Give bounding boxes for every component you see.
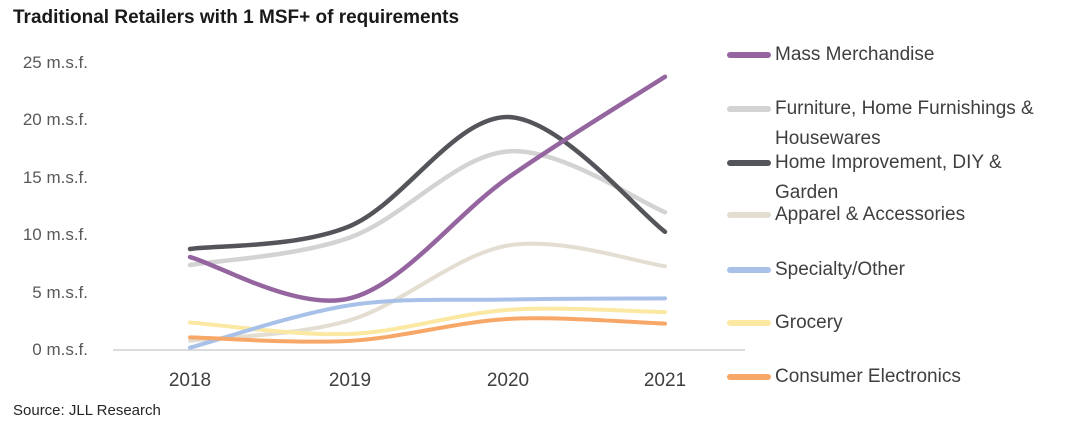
legend-item-label: Home Improvement, DIY &	[775, 152, 1002, 173]
legend-item-label: Grocery	[775, 312, 843, 333]
legend-item-label: Housewares	[775, 128, 881, 149]
legend-item-label: Mass Merchandise	[775, 44, 935, 65]
legend-swatch-icon	[727, 52, 771, 58]
series-line-mass-merchandise	[187, 74, 668, 303]
y-axis-tick-label: 0 m.s.f.	[32, 340, 88, 359]
legend-item-label: Specialty/Other	[775, 259, 905, 280]
x-axis-tick-label: 2019	[328, 370, 372, 391]
series-line-specialty-other	[188, 296, 667, 350]
y-axis-tick-label: 20 m.s.f.	[22, 110, 88, 130]
legend-swatch-icon	[727, 212, 771, 218]
legend-item: Home Improvement, DIY & Garden	[727, 148, 1080, 208]
legend-item: Specialty/Other	[727, 255, 1080, 285]
legend-swatch-icon	[727, 267, 771, 273]
legend-item: Apparel & Accessories	[727, 200, 1080, 230]
chart-title: Traditional Retailers with 1 MSF+ of req…	[13, 7, 460, 28]
y-axis-tick-label: 5 m.s.f.	[32, 282, 88, 302]
legend-swatch-icon	[727, 160, 771, 166]
series-line-grocery	[188, 306, 667, 337]
legend-swatch-icon	[727, 374, 771, 380]
x-axis-tick-label: 2021	[643, 370, 687, 391]
legend-item-label: Apparel & Accessories	[775, 204, 966, 225]
series-line-home-improvement-diy-garden	[187, 114, 668, 252]
legend-item: Furniture, Home Furnishings & Housewares	[727, 94, 1080, 154]
y-axis-tick-label: 15 m.s.f.	[22, 167, 88, 187]
legend-swatch-icon	[727, 320, 771, 326]
legend-item: Grocery	[727, 308, 1080, 338]
legend-item-label: Garden	[775, 182, 839, 203]
legend-item-label: Consumer Electronics	[775, 366, 961, 387]
series-line-furniture-home-furnishings-housewares	[187, 149, 668, 268]
series-line-apparel-accessories	[188, 241, 667, 343]
legend-item-label: Furniture, Home Furnishings &	[775, 98, 1034, 119]
y-axis-tick-label: 25 m.s.f.	[22, 53, 88, 72]
x-axis-tick-label: 2020	[486, 370, 530, 391]
x-axis-tick-label: 2018	[168, 370, 212, 391]
legend-item: Consumer Electronics	[727, 362, 1080, 392]
legend-item: Mass Merchandise	[727, 40, 1080, 70]
y-axis-tick-label: 10 m.s.f.	[22, 225, 88, 245]
series-line-consumer-electronics	[188, 316, 667, 344]
source-note: Source: JLL Research	[13, 402, 161, 419]
legend-swatch-icon	[727, 106, 771, 112]
